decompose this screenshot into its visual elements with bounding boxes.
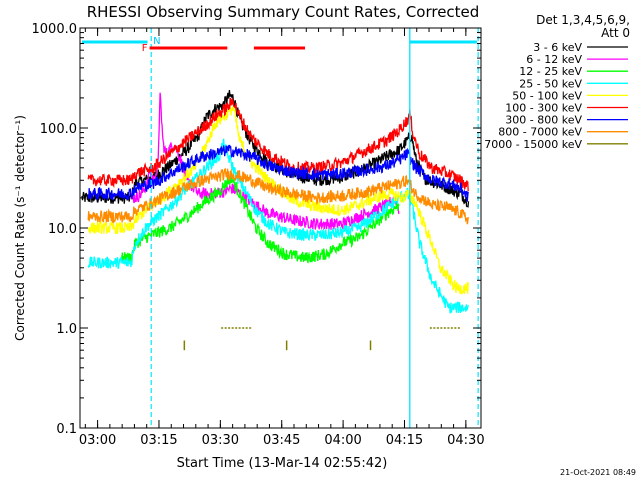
y-tick-label-4: 1000.0 — [32, 22, 78, 37]
flag-label-n: N — [153, 36, 160, 47]
legend-label-8: 7000 - 15000 keV — [484, 138, 582, 151]
series-line-4 — [88, 105, 469, 295]
y-tick-label-0: 0.1 — [56, 422, 77, 437]
x-tick-label-3: 03:45 — [263, 433, 300, 448]
chart-title: RHESSI Observing Summary Count Rates, Co… — [87, 3, 480, 21]
x-axis-label: Start Time (13-Mar-14 02:55:42) — [177, 456, 388, 471]
series-line-0 — [81, 90, 470, 208]
x-tick-label-2: 03:30 — [202, 433, 239, 448]
y-tick-label-3: 100.0 — [40, 122, 77, 137]
y-tick-label-1: 1.0 — [56, 322, 77, 337]
tick-layer: 0.1 1.0 10.0 100.0 1000.0 03:00 03:15 03:30 03:4… — [32, 22, 485, 448]
legend-label-4: 50 - 100 keV — [512, 89, 582, 102]
legend-header-dets: Det 1,3,4,5,6,9, — [536, 13, 630, 27]
y-tick-label-2: 10.0 — [48, 222, 77, 237]
footer-date: 21-Oct-2021 08:49 — [560, 468, 636, 477]
x-tick-label-4: 04:00 — [324, 433, 361, 448]
x-tick-label-0: 03:00 — [79, 433, 116, 448]
x-tick-label-6: 04:30 — [447, 433, 484, 448]
y-axis-label: Corrected Count Rate (s⁻¹ detector⁻¹) — [13, 115, 27, 341]
series-layer — [81, 90, 470, 314]
flag-label-f: F — [142, 43, 148, 54]
legend-label-2: 12 - 25 keV — [519, 65, 582, 78]
legend-label-0: 3 - 6 keV — [533, 41, 582, 54]
x-tick-label-5: 04:15 — [386, 433, 423, 448]
legend-label-7: 800 - 7000 keV — [498, 126, 582, 139]
x-tick-label-1: 03:15 — [140, 433, 177, 448]
legend-label-5: 100 - 300 keV — [505, 102, 582, 115]
legend-label-6: 300 - 800 keV — [505, 114, 582, 127]
legend-header-att: Att 0 — [601, 26, 630, 40]
series-line-6 — [87, 144, 469, 202]
legend-label-1: 6 - 12 keV — [526, 53, 582, 66]
series-line-2 — [120, 173, 400, 264]
series-line-5 — [87, 97, 469, 192]
legend-label-3: 25 - 50 keV — [519, 77, 582, 90]
